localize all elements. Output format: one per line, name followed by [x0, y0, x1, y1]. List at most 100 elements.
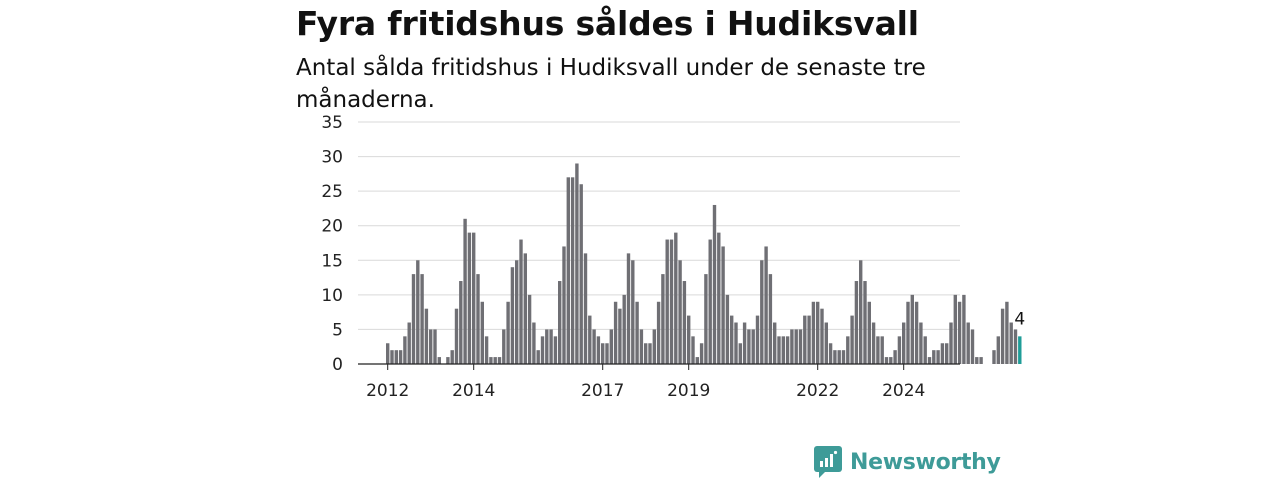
bar — [626, 253, 631, 364]
bar — [992, 350, 996, 364]
bar — [390, 350, 394, 364]
bar — [975, 357, 979, 364]
bar — [639, 329, 644, 364]
bar — [695, 357, 699, 364]
bar — [416, 260, 420, 364]
bar — [712, 204, 717, 364]
bar — [622, 294, 626, 364]
bar — [493, 357, 497, 364]
bar — [583, 253, 588, 364]
bar — [484, 336, 489, 364]
y-tick-label: 35 — [321, 113, 343, 133]
bar — [704, 274, 708, 364]
bar — [734, 322, 738, 364]
bar — [674, 232, 678, 364]
y-tick-label: 20 — [321, 217, 343, 237]
bar — [420, 274, 424, 364]
bar — [609, 329, 613, 364]
bar — [1005, 301, 1009, 364]
bar — [489, 357, 493, 364]
bar — [429, 329, 433, 364]
bar — [592, 329, 596, 364]
bar — [755, 315, 760, 364]
bar — [966, 322, 970, 364]
y-tick-label: 30 — [321, 148, 343, 168]
bar — [785, 336, 790, 364]
bar — [510, 267, 515, 364]
bar — [601, 343, 605, 364]
bar — [687, 315, 691, 364]
y-tick-label: 5 — [332, 320, 343, 340]
bar — [914, 301, 919, 364]
bar — [665, 239, 669, 364]
bar — [459, 281, 463, 364]
bar — [527, 294, 532, 364]
bars: 4 — [386, 163, 1025, 364]
bar — [656, 301, 661, 364]
bar — [669, 239, 674, 364]
bar — [807, 315, 811, 364]
bar — [446, 357, 450, 364]
bar — [403, 336, 407, 364]
bar — [738, 343, 742, 364]
bar — [725, 294, 730, 364]
bar — [781, 336, 785, 364]
bar — [1000, 308, 1005, 364]
bar-latest — [1018, 336, 1022, 364]
bar — [833, 350, 837, 364]
x-tick-label: 2019 — [667, 381, 710, 401]
bar — [945, 343, 949, 364]
y-axis-ticks: 0 5 10 15 20 25 30 35 — [321, 113, 343, 375]
bar — [996, 336, 1000, 364]
bar — [678, 260, 682, 364]
bar — [502, 329, 506, 364]
bar — [884, 357, 889, 364]
bar — [837, 350, 841, 364]
bar — [605, 343, 609, 364]
bar — [910, 294, 914, 364]
x-tick-label: 2022 — [796, 381, 839, 401]
bar — [863, 281, 867, 364]
bar — [536, 350, 540, 364]
bar — [846, 336, 850, 364]
bar — [880, 336, 884, 364]
bar — [1009, 322, 1013, 364]
bar — [811, 301, 816, 364]
bar — [699, 343, 704, 364]
bar — [820, 308, 824, 364]
bar — [411, 274, 416, 364]
bar — [717, 232, 721, 364]
bar — [635, 301, 639, 364]
bar — [760, 260, 764, 364]
bar — [949, 322, 953, 364]
bar — [570, 177, 575, 364]
bar — [824, 322, 828, 364]
bar — [631, 260, 635, 364]
bar — [553, 336, 558, 364]
bar — [588, 315, 592, 364]
bar — [927, 357, 932, 364]
bar — [773, 322, 777, 364]
latest-value-label: 4 — [1014, 309, 1025, 329]
bar — [919, 322, 923, 364]
y-tick-label: 15 — [321, 251, 343, 271]
y-tick-label: 25 — [321, 182, 343, 202]
x-tick-label: 2024 — [882, 381, 925, 401]
gridlines — [358, 121, 960, 330]
bar — [979, 357, 983, 364]
bar — [398, 350, 403, 364]
bar — [644, 343, 648, 364]
bar — [859, 260, 863, 364]
bar — [867, 301, 871, 364]
bar — [596, 336, 601, 364]
bar — [932, 350, 936, 364]
bar — [463, 218, 467, 364]
bar — [454, 308, 459, 364]
bar — [940, 343, 945, 364]
bar — [970, 329, 975, 364]
bar — [962, 294, 966, 364]
bar — [747, 329, 751, 364]
bar — [721, 246, 725, 364]
x-tick-label: 2017 — [581, 381, 624, 401]
bar — [566, 177, 570, 364]
